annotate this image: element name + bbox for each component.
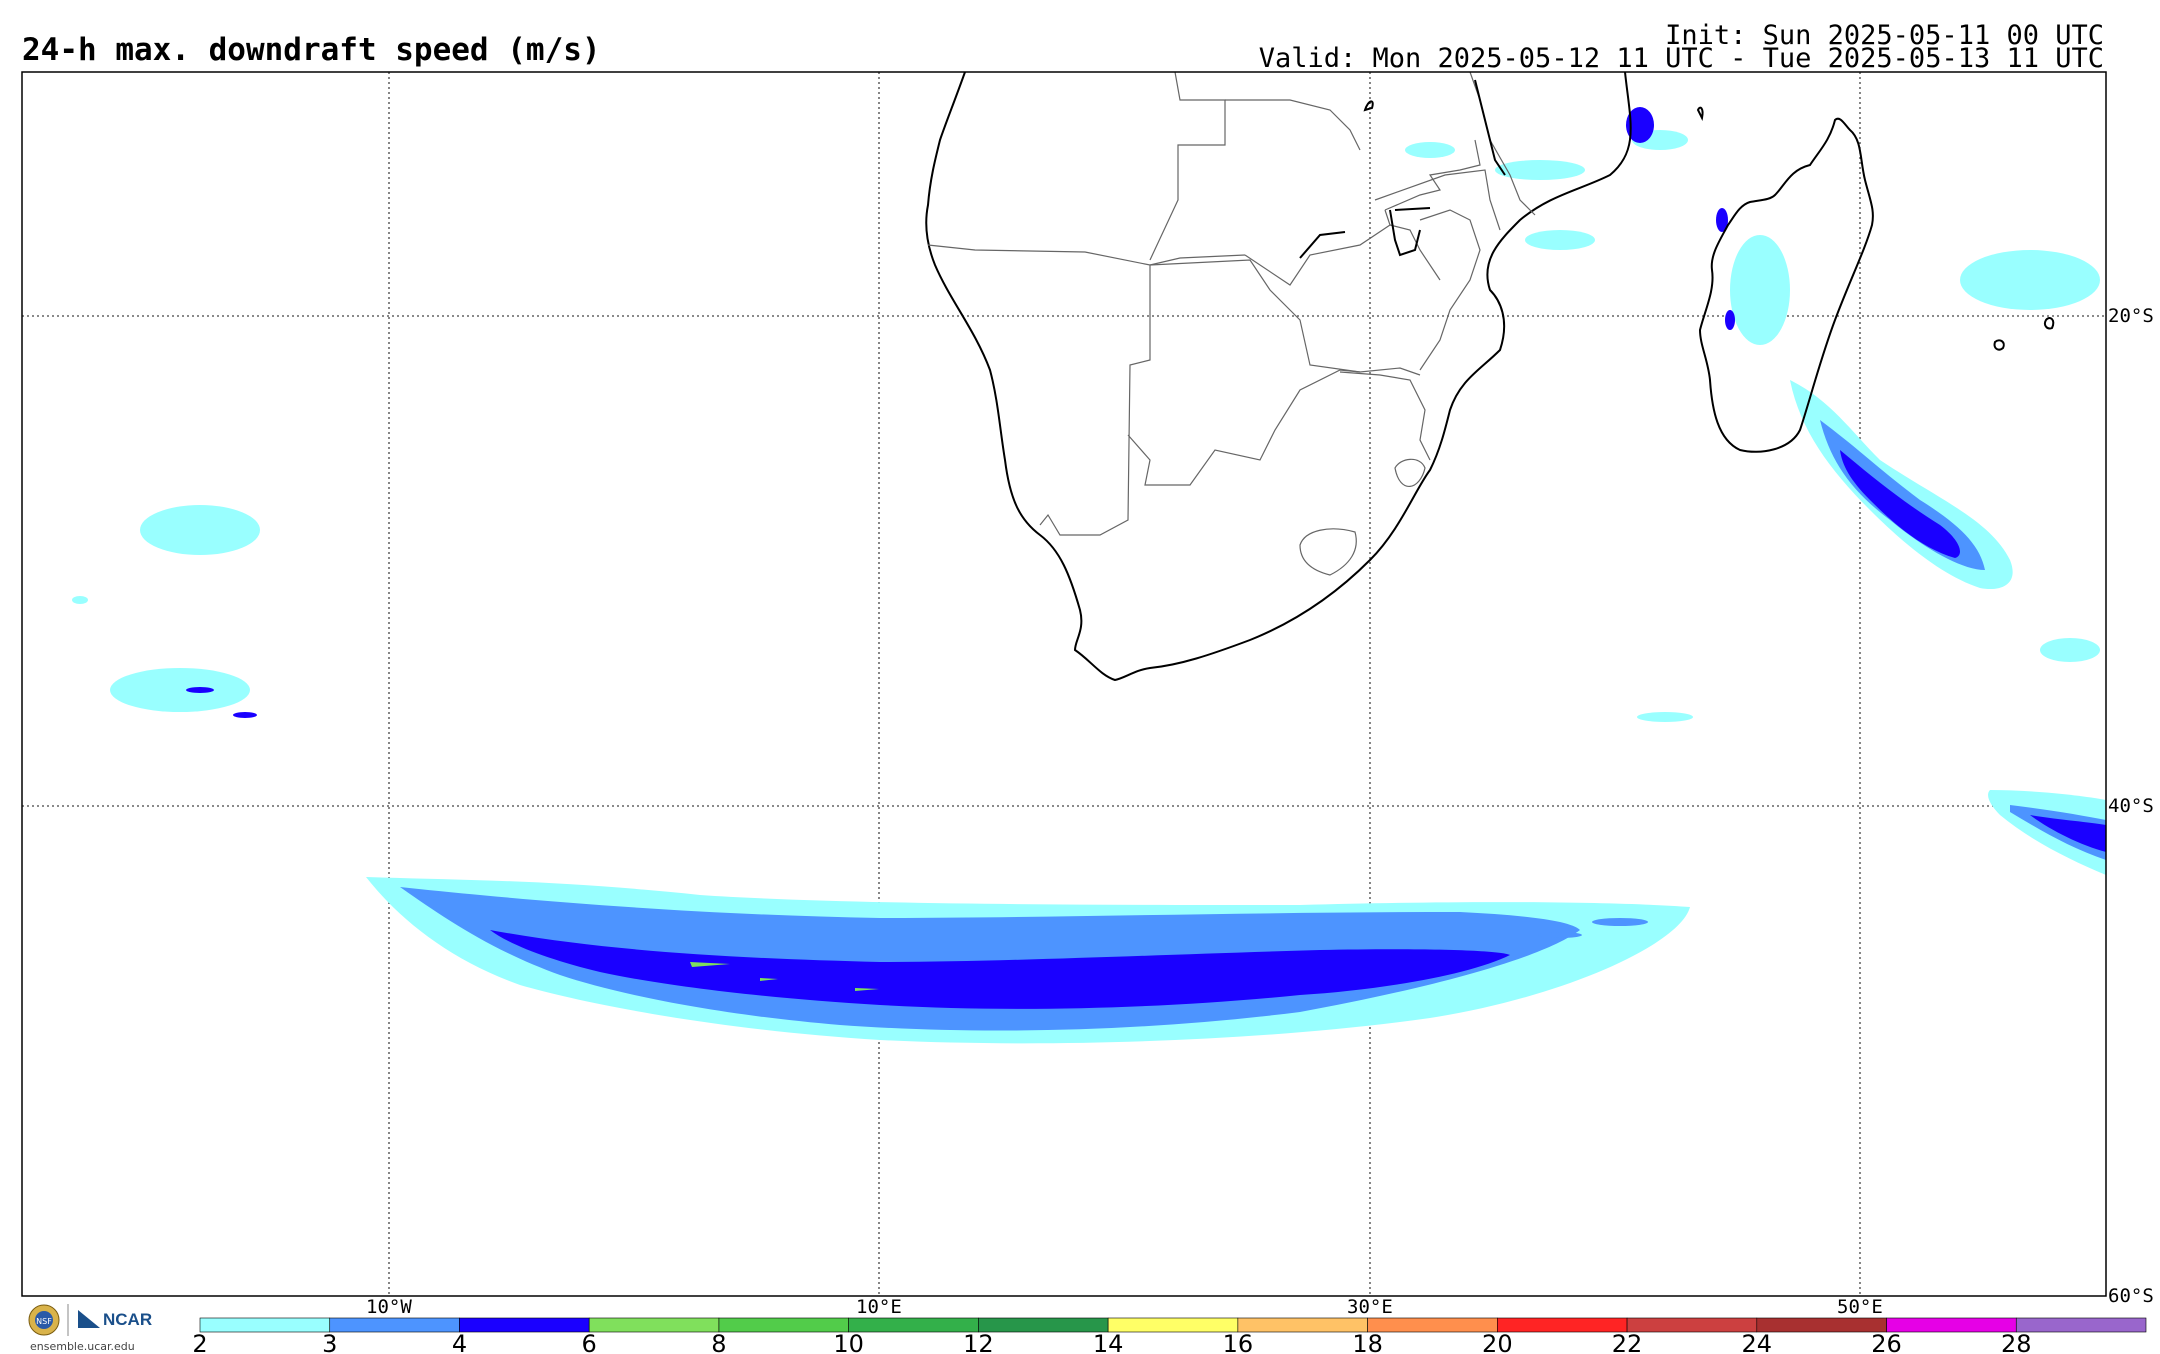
colorbar-swatch bbox=[1237, 1317, 1368, 1333]
ncar-logo: NSF bbox=[28, 1304, 100, 1336]
colorbar-tick-label: 2 bbox=[192, 1330, 207, 1354]
lon-labels: 10°W 10°E 30°E 50°E bbox=[366, 1296, 1883, 1318]
scattered-downdrafts-strong bbox=[186, 107, 1735, 718]
colorbar-tick-label: 14 bbox=[1093, 1330, 1124, 1354]
colorbar-swatch bbox=[1367, 1317, 1498, 1333]
valid-time: Valid: Mon 2025-05-12 11 UTC - Tue 2025-… bbox=[1258, 43, 2104, 74]
downdraft-band-south-atlantic bbox=[366, 877, 1690, 1044]
scattered-downdrafts bbox=[72, 130, 2100, 712]
colorbar-swatch bbox=[588, 1317, 720, 1333]
colorbar-swatch bbox=[2015, 1317, 2147, 1333]
lat-labels: 20°S 40°S 60°S bbox=[2108, 305, 2154, 1307]
lat-label-60s: 60°S bbox=[2108, 1285, 2154, 1307]
lakes bbox=[1299, 79, 1506, 259]
ncar-wordmark: NCAR bbox=[103, 1310, 153, 1329]
colorbar-swatch bbox=[459, 1317, 590, 1333]
map-frame bbox=[21, 71, 2107, 1297]
ensemble-url: ensemble.ucar.edu bbox=[30, 1340, 135, 1353]
colorbar-swatch bbox=[978, 1317, 1109, 1333]
downdraft-band-indian-ocean bbox=[1637, 380, 2106, 875]
colorbar-tick-label: 6 bbox=[582, 1330, 597, 1354]
colorbar-tick-label: 28 bbox=[2001, 1330, 2032, 1354]
colorbar-swatch bbox=[848, 1317, 979, 1333]
colorbar-swatch bbox=[329, 1317, 460, 1333]
colorbar-tick-label: 24 bbox=[1742, 1330, 1773, 1354]
lat-label-40s: 40°S bbox=[2108, 795, 2154, 817]
coastlines bbox=[925, 71, 2055, 682]
colorbar-tick-label: 20 bbox=[1482, 1330, 1513, 1354]
colorbar-swatch bbox=[1626, 1317, 1758, 1333]
colorbar-tick-label: 22 bbox=[1612, 1330, 1643, 1354]
colorbar-swatch bbox=[718, 1317, 849, 1333]
colorbar-tick-label: 3 bbox=[322, 1330, 337, 1354]
colorbar-swatch bbox=[1886, 1317, 2017, 1333]
ncar-mark-icon bbox=[78, 1310, 100, 1328]
colorbar-tick-label: 10 bbox=[833, 1330, 864, 1354]
map-title: 24-h max. downdraft speed (m/s) bbox=[22, 32, 601, 68]
colorbar-swatch bbox=[199, 1317, 331, 1333]
lon-label-50e: 50°E bbox=[1837, 1296, 1883, 1318]
colorbar-tick-label: 12 bbox=[963, 1330, 994, 1354]
colorbar-swatch bbox=[1756, 1317, 1887, 1333]
gridlines bbox=[22, 72, 2106, 1296]
colorbar-tick-label: 16 bbox=[1223, 1330, 1254, 1354]
colorbar-tick-label: 26 bbox=[1871, 1330, 1902, 1354]
lon-label-10w: 10°W bbox=[366, 1296, 412, 1318]
colorbar-tick-label: 18 bbox=[1352, 1330, 1383, 1354]
colorbar: 2 3 4 6 8 10 12 14 16 18 20 22 24 26 28 bbox=[192, 1317, 2147, 1354]
lon-label-10e: 10°E bbox=[856, 1296, 902, 1318]
colorbar-swatch bbox=[1107, 1317, 1239, 1333]
colorbar-tick-label: 8 bbox=[711, 1330, 726, 1354]
lat-label-20s: 20°S bbox=[2108, 305, 2154, 327]
init-time: Init: Sun 2025-05-11 00 UTC bbox=[1665, 20, 2104, 51]
colorbar-tick-label: 4 bbox=[452, 1330, 467, 1354]
svg-text:NSF: NSF bbox=[36, 1317, 52, 1326]
colorbar-swatch bbox=[1497, 1317, 1628, 1333]
lon-label-30e: 30°E bbox=[1347, 1296, 1393, 1318]
